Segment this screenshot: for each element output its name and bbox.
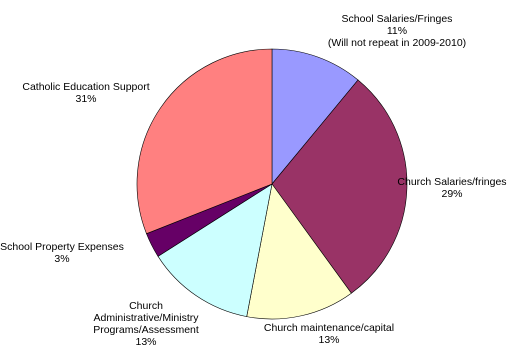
pie-slice [271,48,359,185]
pie-slice [246,183,352,320]
slice-label-line: Programs/Assessment [93,324,199,336]
slice-label-line: (Will not repeat in 2009-2010) [328,37,466,49]
slice-label: Church maintenance/capital 13% [264,322,394,346]
slice-label-line: Church [129,300,163,312]
slice-label: Catholic Education Support 31% [22,81,149,105]
slice-label: Church Salaries/fringes 29% [397,176,506,200]
slice-label-line: Administrative/Ministry [93,312,199,324]
slice-label-line: 11% [387,25,407,37]
slice-label-line: School Property Expenses [0,241,124,253]
slice-label: School Property Expenses 3% [0,241,124,265]
pie-slice [157,183,273,317]
slice-label-line: Catholic Education Support [22,81,149,93]
slice-label-line: 13% [318,334,339,346]
slice-label: Church Administrative/Ministry Programs/As… [93,300,199,348]
slice-label-line: 29% [441,188,462,200]
slice-label-line: 13% [135,336,156,348]
slice-label-line: School Salaries/Fringes [342,13,453,25]
slice-labels: School Salaries/Fringes 11% (Will not repe… [0,13,506,348]
pie-slice [136,48,273,235]
pie-slices [136,48,408,320]
slice-label-line: Church maintenance/capital [264,322,394,334]
slice-label: School Salaries/Fringes 11% (Will not repe… [328,13,466,49]
slice-label-line: 31% [75,93,96,105]
slice-label-line: Church Salaries/fringes [397,176,506,188]
pie-slice [271,79,408,294]
slice-label-line: 3% [54,253,69,265]
